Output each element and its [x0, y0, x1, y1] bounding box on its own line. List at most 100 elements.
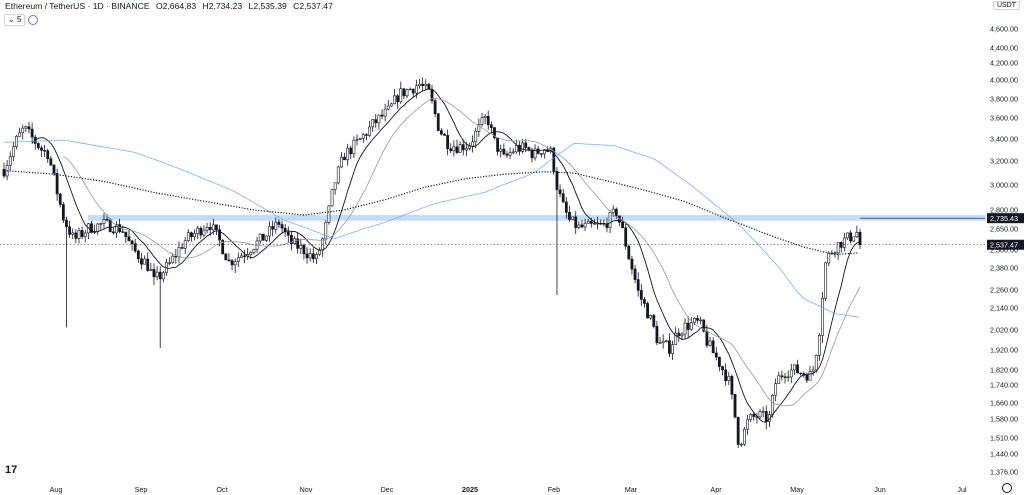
- candle-body: [786, 376, 790, 379]
- x-axis[interactable]: Aug Sep Oct Nov Dec 2025 Feb Mar Apr May Jun Jul: [50, 485, 967, 494]
- candle-body: [677, 332, 681, 337]
- candle-body: [683, 322, 687, 335]
- candle-body: [614, 208, 618, 217]
- indicators-toggle[interactable]: ⌄ 5: [4, 14, 26, 26]
- candle-body: [105, 219, 109, 221]
- candle-body: [524, 142, 528, 148]
- candle-body: [383, 108, 387, 117]
- candle-body: [761, 411, 765, 413]
- candle-body: [149, 269, 153, 271]
- symbol-header: Ethereum / TetherUS · 1D · BINANCE O2,66…: [5, 1, 337, 11]
- candles[interactable]: [2, 77, 862, 448]
- y-tick-label: 2,260.00: [990, 286, 1018, 295]
- candle-body: [305, 253, 309, 259]
- candle-body: [355, 139, 359, 141]
- ma-fast-line[interactable]: [31, 88, 861, 423]
- candle-body: [261, 233, 265, 241]
- y-axis[interactable]: 4,600.00 4,400.00 4,200.00 4,000.00 3,800.00…: [990, 25, 1018, 477]
- candle-body: [858, 232, 862, 246]
- candle-body: [502, 148, 506, 155]
- candle-body: [477, 124, 481, 132]
- candle-body: [855, 232, 859, 238]
- candle-body: [99, 223, 103, 225]
- candle-body: [158, 271, 162, 280]
- candle-body: [18, 132, 22, 137]
- y-tick-label: 2,500.00: [990, 246, 1018, 255]
- candle-body: [824, 262, 828, 299]
- candle-body: [739, 443, 743, 446]
- candle-body: [833, 252, 837, 254]
- candle-body: [689, 322, 693, 330]
- candle-body: [664, 340, 668, 342]
- candle-body: [836, 242, 840, 254]
- resistance-zone[interactable]: [88, 215, 986, 221]
- candle-body: [702, 319, 706, 332]
- candle-body: [196, 227, 200, 234]
- candle-body: [461, 144, 465, 151]
- candle-body: [568, 212, 571, 220]
- candle-body: [421, 83, 425, 87]
- y-tick-label: 4,600.00: [990, 25, 1018, 34]
- candle-body: [574, 216, 578, 228]
- candle-body: [389, 103, 393, 107]
- candle-body: [236, 257, 240, 262]
- candle-body: [649, 315, 653, 319]
- candle-body: [796, 364, 799, 374]
- price-label-box[interactable]: [987, 239, 1024, 250]
- candle-body: [396, 95, 400, 103]
- candle-body: [468, 145, 471, 149]
- tradingview-logo-icon[interactable]: 17: [5, 464, 18, 476]
- indicator-settings-icon[interactable]: [28, 15, 39, 25]
- ma-slow-blue-line[interactable]: [3, 139, 860, 318]
- candle-body: [414, 85, 418, 94]
- symbol-label[interactable]: Ethereum / TetherUS · 1D · BINANCE: [5, 1, 150, 11]
- candle-body: [327, 205, 331, 223]
- price-label-box[interactable]: [987, 213, 1024, 224]
- candle-body: [533, 148, 537, 159]
- candle-body: [736, 416, 740, 445]
- candle-body: [696, 318, 699, 321]
- candle-body: [61, 204, 65, 221]
- candle-body: [143, 258, 146, 265]
- candle-body: [486, 115, 490, 126]
- candle-body: [221, 239, 225, 255]
- candle-body: [743, 428, 746, 445]
- x-tick-label: Feb: [548, 485, 560, 494]
- candle-body: [827, 252, 831, 264]
- y-tick-label: 2,650.00: [990, 225, 1018, 234]
- candle-body: [111, 231, 115, 234]
- y-tick-label: 3,600.00: [990, 114, 1018, 123]
- y-tick-label: 4,000.00: [990, 76, 1018, 85]
- x-tick-label: Jun: [874, 485, 886, 494]
- candle-body: [202, 229, 206, 236]
- ma-dotted-line[interactable]: [3, 170, 860, 256]
- candle-body: [177, 247, 181, 257]
- candle-body: [817, 335, 821, 356]
- candle-body: [589, 220, 593, 224]
- candle-body: [511, 151, 515, 154]
- currency-badge[interactable]: USDT: [992, 1, 1020, 10]
- candle-body: [799, 372, 803, 375]
- x-tick-label: 2025: [462, 485, 478, 494]
- gear-icon[interactable]: [1002, 483, 1012, 493]
- candle-body: [46, 150, 50, 160]
- candle-body: [564, 201, 568, 213]
- candle-body: [302, 244, 306, 255]
- candle-body: [493, 127, 496, 139]
- candle-body: [171, 255, 175, 263]
- open-label: O: [155, 1, 163, 11]
- candle-body: [402, 88, 406, 97]
- candle-body: [593, 223, 596, 225]
- candle-body: [290, 235, 293, 245]
- high-label: H: [202, 1, 209, 11]
- candle-body: [474, 131, 478, 143]
- x-tick-label: Mar: [625, 485, 638, 494]
- candle-body: [58, 193, 62, 205]
- candle-body: [146, 258, 150, 271]
- indicator-count: 5: [16, 15, 22, 24]
- candle-body: [443, 133, 446, 136]
- ma-medium-line[interactable]: [63, 98, 861, 407]
- candle-body: [249, 252, 253, 255]
- candle-body: [52, 164, 56, 174]
